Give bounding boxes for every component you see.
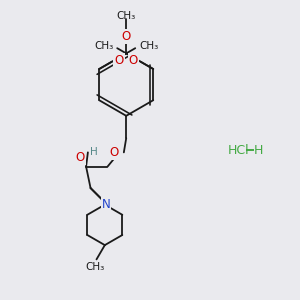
Text: N: N <box>102 198 110 211</box>
Text: H: H <box>254 143 263 157</box>
Text: O: O <box>75 151 85 164</box>
Text: O: O <box>109 146 119 159</box>
Text: CH₃: CH₃ <box>94 41 113 51</box>
Text: O: O <box>129 54 138 67</box>
Text: O: O <box>114 54 124 67</box>
Text: H: H <box>90 146 98 157</box>
Text: O: O <box>122 30 131 43</box>
Text: CH₃: CH₃ <box>139 41 158 51</box>
Text: CH₃: CH₃ <box>117 11 136 21</box>
Text: CH₃: CH₃ <box>85 262 105 272</box>
Text: HCl: HCl <box>227 143 249 157</box>
